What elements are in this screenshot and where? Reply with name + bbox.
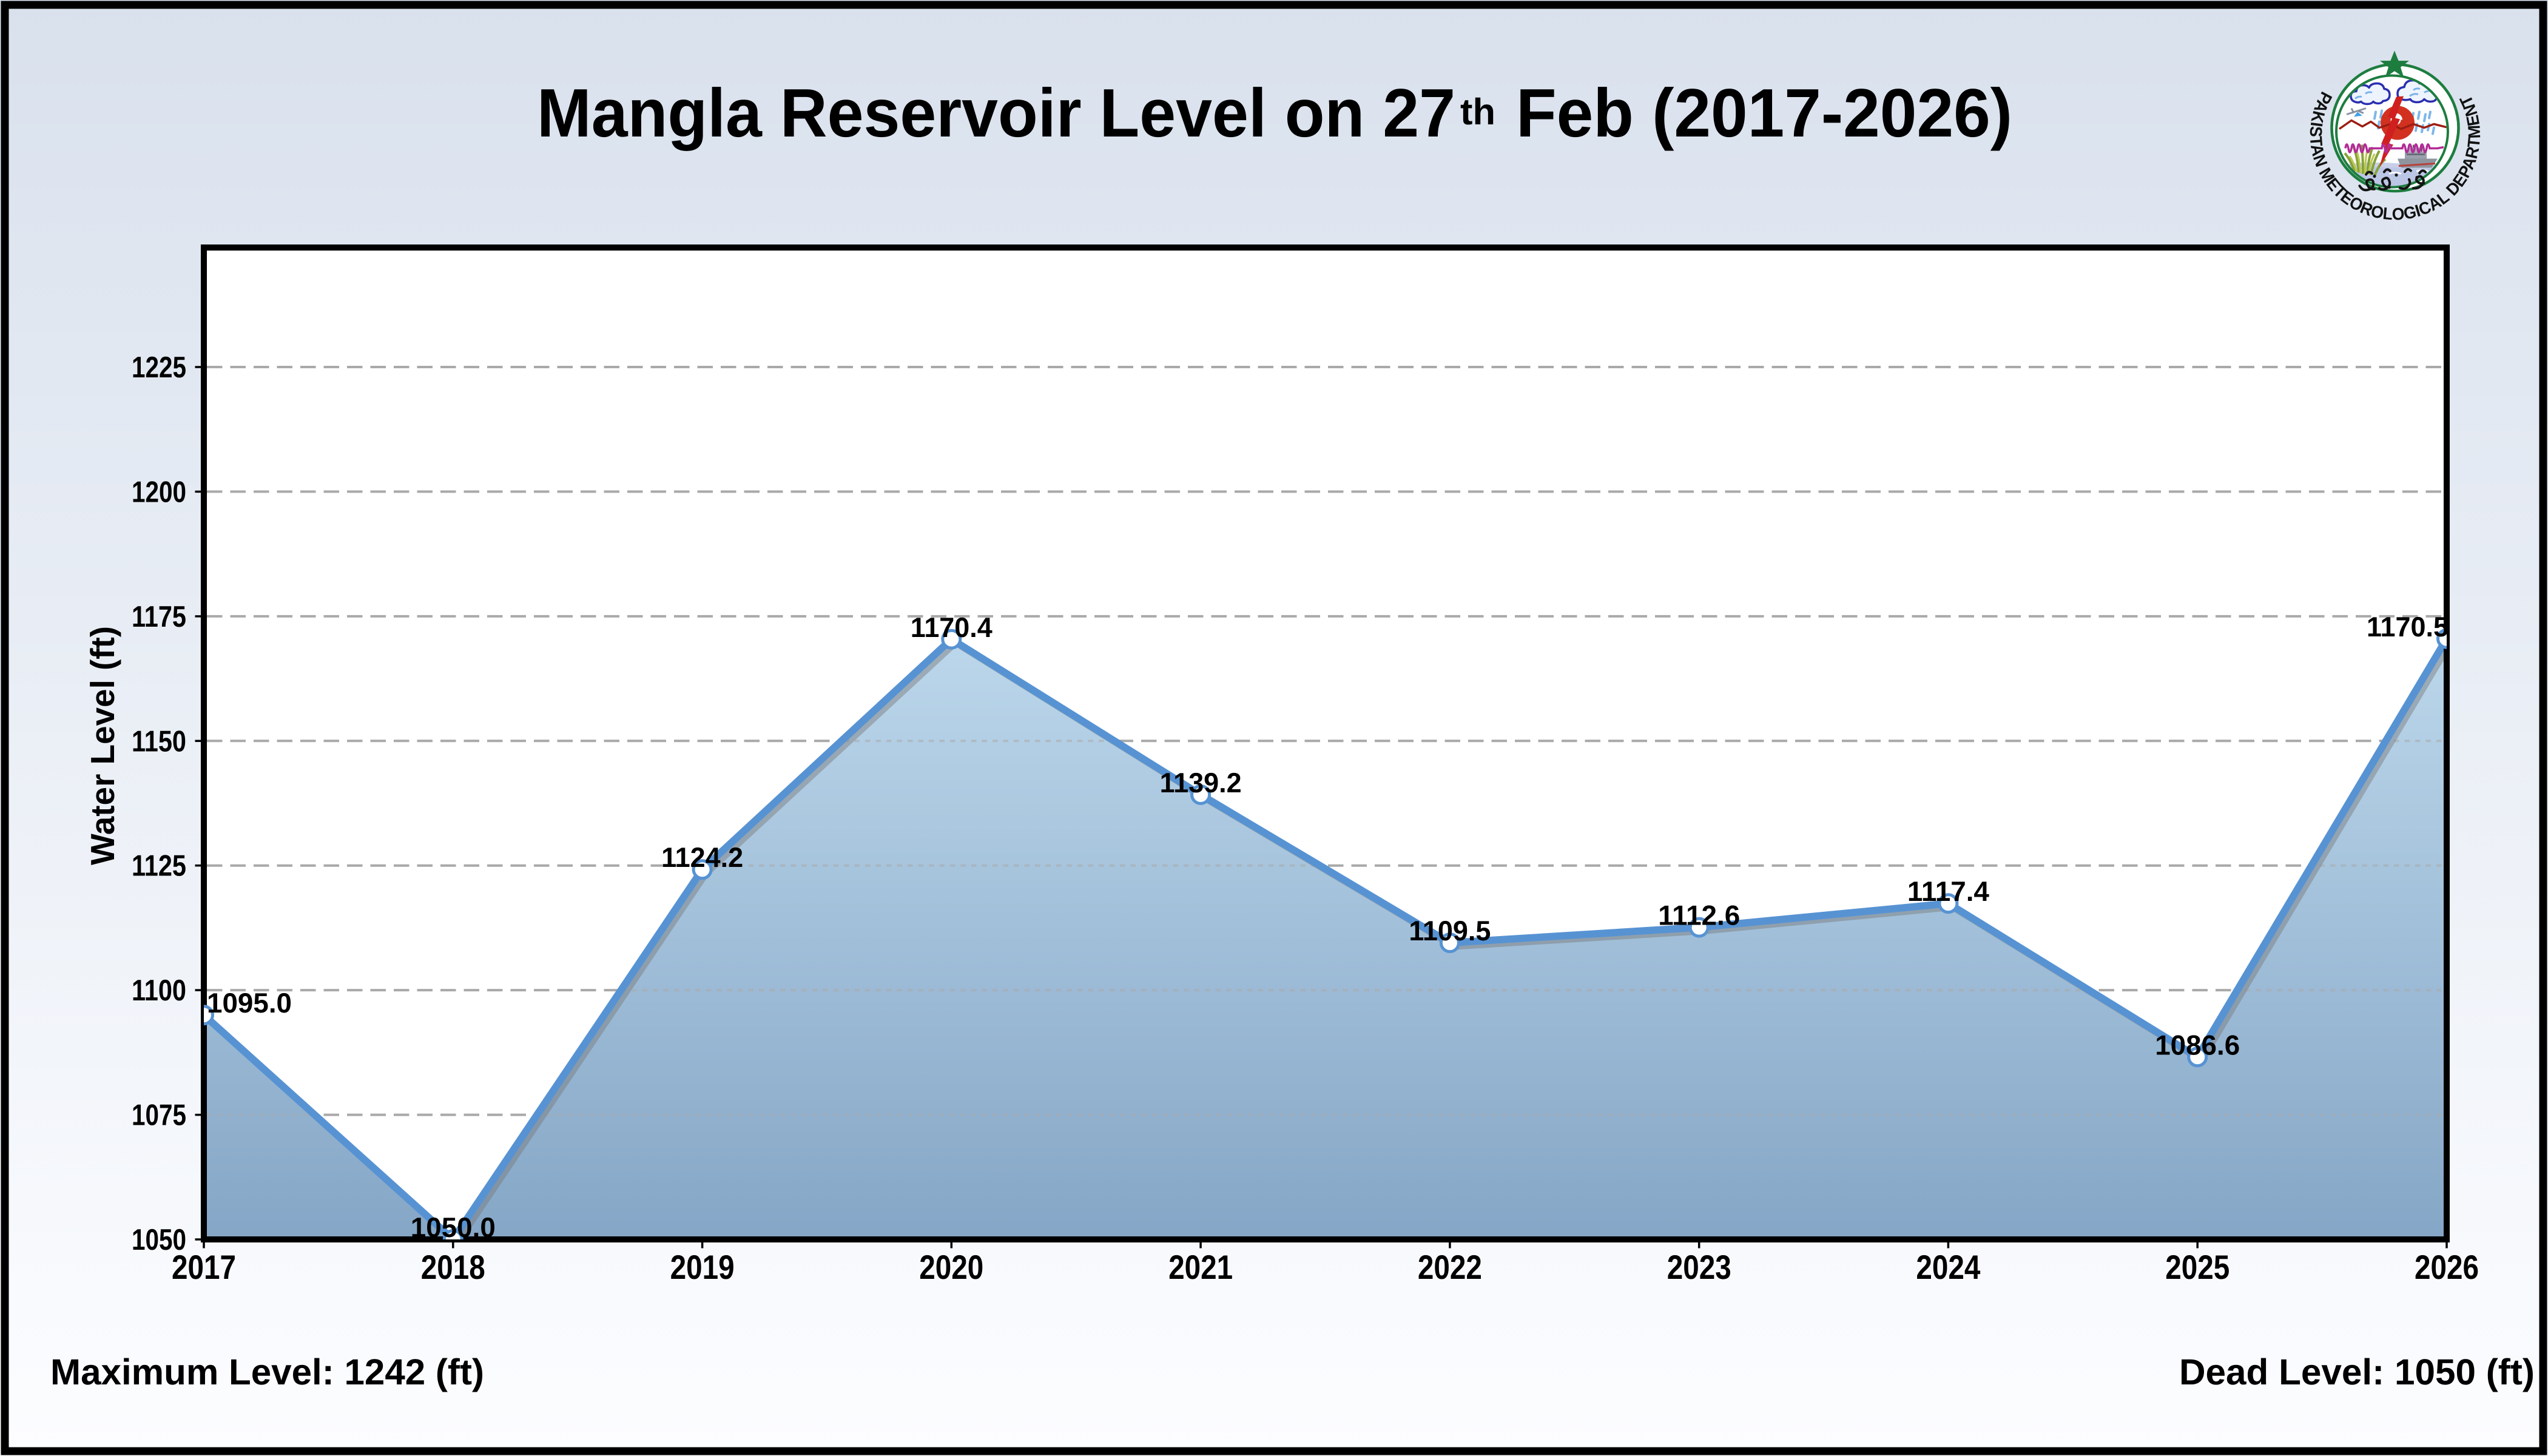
svg-text:1150: 1150 <box>132 725 186 758</box>
svg-text:1086.6: 1086.6 <box>2155 1029 2240 1060</box>
svg-text:1170.4: 1170.4 <box>911 612 993 643</box>
svg-text:2026: 2026 <box>2415 1248 2479 1286</box>
svg-text:1112.6: 1112.6 <box>1658 900 1740 931</box>
svg-text:2022: 2022 <box>1418 1248 1482 1286</box>
svg-text:1075: 1075 <box>132 1099 186 1132</box>
svg-text:1175: 1175 <box>132 601 186 633</box>
svg-text:2020: 2020 <box>919 1248 983 1286</box>
svg-text:Maximum Level: 1242 (ft): Maximum Level: 1242 (ft) <box>50 1352 484 1392</box>
svg-text:th: th <box>1460 91 1495 132</box>
svg-text:2025: 2025 <box>2165 1248 2230 1286</box>
svg-text:1095.0: 1095.0 <box>207 987 292 1019</box>
svg-text:1050.0: 1050.0 <box>411 1212 496 1243</box>
svg-text:1050: 1050 <box>132 1224 186 1256</box>
svg-text:2017: 2017 <box>172 1248 236 1286</box>
svg-text:1170.5: 1170.5 <box>2367 611 2449 642</box>
svg-text:1117.4: 1117.4 <box>1907 875 1989 907</box>
svg-text:1225: 1225 <box>132 351 186 384</box>
svg-text:Mangla Reservoir Level on 27: Mangla Reservoir Level on 27 <box>537 75 1455 151</box>
svg-text:Water Level (ft): Water Level (ft) <box>84 626 121 865</box>
svg-text:2018: 2018 <box>421 1248 485 1286</box>
svg-text:1125: 1125 <box>132 850 186 883</box>
svg-text:1109.5: 1109.5 <box>1409 915 1491 946</box>
svg-text:2019: 2019 <box>670 1248 735 1286</box>
svg-text:2023: 2023 <box>1667 1248 1731 1286</box>
svg-text:Dead Level: 1050 (ft): Dead Level: 1050 (ft) <box>2179 1352 2535 1392</box>
svg-text:1200: 1200 <box>132 476 186 508</box>
svg-text:2021: 2021 <box>1168 1248 1233 1286</box>
svg-text:Feb (2017-2026): Feb (2017-2026) <box>1516 75 2012 151</box>
svg-text:1139.2: 1139.2 <box>1160 767 1242 798</box>
svg-text:2024: 2024 <box>1916 1248 1980 1286</box>
svg-text:1124.2: 1124.2 <box>661 841 743 873</box>
svg-text:1100: 1100 <box>132 974 186 1007</box>
